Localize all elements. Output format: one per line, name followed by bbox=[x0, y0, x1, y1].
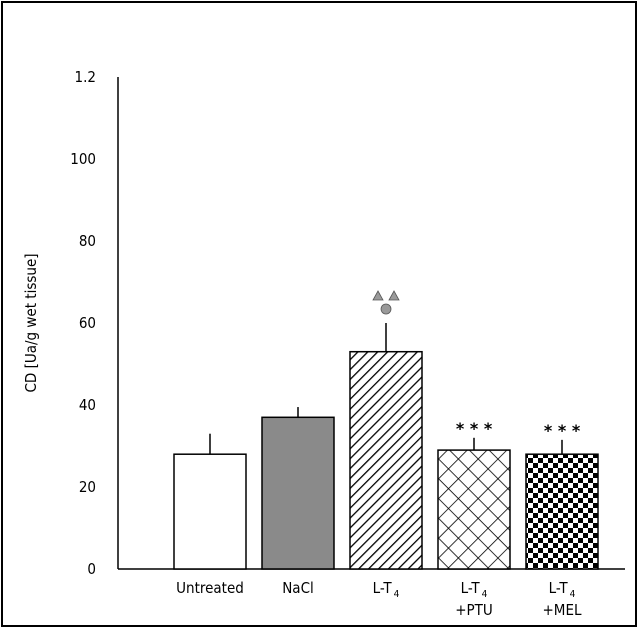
category-label-line2: +PTU bbox=[455, 601, 493, 619]
y-tick-label: 40 bbox=[79, 396, 96, 414]
significance-star: * bbox=[484, 419, 493, 438]
bar bbox=[437, 449, 511, 570]
bars bbox=[173, 350, 599, 570]
significance-triangle bbox=[388, 290, 400, 301]
significance-star: * bbox=[572, 421, 581, 440]
significance-star: * bbox=[558, 421, 567, 440]
y-tick-label: 60 bbox=[79, 314, 96, 332]
y-axis-label: CD [Ua/g wet tissue] bbox=[22, 253, 40, 392]
significance-triangle bbox=[372, 290, 384, 301]
category-label: L-T 4 bbox=[461, 579, 488, 600]
significance-circle bbox=[380, 303, 392, 315]
category-label: L-T 4 bbox=[549, 579, 576, 600]
category-label-line2: +MEL bbox=[543, 601, 582, 619]
bar bbox=[349, 350, 423, 570]
y-tick-labels: 0 20 40 60 80 100 1.2 bbox=[70, 68, 96, 578]
category-label: Untreated bbox=[176, 579, 244, 597]
bar bbox=[525, 453, 599, 570]
bar bbox=[261, 416, 335, 570]
y-tick-label: 100 bbox=[70, 150, 96, 168]
y-tick-label: 1.2 bbox=[75, 68, 96, 86]
significance-star: * bbox=[544, 421, 553, 440]
significance-star: * bbox=[456, 419, 465, 438]
y-tick-label: 20 bbox=[79, 478, 96, 496]
bar bbox=[173, 453, 247, 570]
category-label: L-T 4 bbox=[373, 579, 400, 600]
error-bars bbox=[209, 323, 563, 455]
y-tick-label: 0 bbox=[87, 560, 96, 578]
category-label: NaCl bbox=[282, 579, 314, 597]
y-tick-label: 80 bbox=[79, 232, 96, 250]
significance-star: * bbox=[470, 419, 479, 438]
significance-markers: * * * * * * bbox=[372, 290, 581, 440]
